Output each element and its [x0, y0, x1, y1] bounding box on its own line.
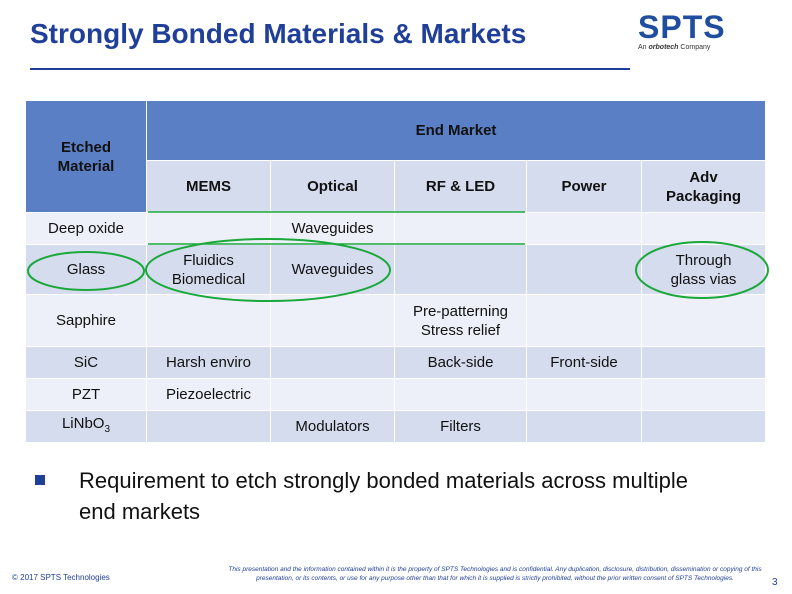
table-cell [270, 378, 395, 411]
table-row: Sapphire Pre-patterning Stress relief [25, 294, 766, 347]
table-cell: Pre-patterning Stress relief [394, 294, 527, 347]
footer-disclaimer: This presentation and the information co… [228, 566, 762, 582]
table-cell [526, 294, 642, 347]
table-cell [270, 294, 395, 347]
footer-copyright: © 2017 SPTS Technologies [12, 573, 110, 582]
table-cell: Piezoelectric [146, 378, 271, 411]
column-header-mems: MEMS [146, 160, 271, 213]
table-cell [641, 294, 766, 347]
table-cell [526, 212, 642, 245]
bullet-text: Requirement to etch strongly bonded mate… [79, 468, 688, 524]
table-cell [641, 212, 766, 245]
table-cell [526, 378, 642, 411]
etched-material-header: Etched Material [25, 100, 147, 213]
logo-brand: SPTS [638, 9, 726, 45]
title-divider [30, 68, 630, 70]
table-cell: Harsh enviro [146, 346, 271, 379]
column-header-optical: Optical [270, 160, 395, 213]
row-material: LiNbO3 [25, 410, 147, 443]
spts-logo: SPTS An orbotech Company [628, 10, 768, 60]
table-cell [394, 378, 527, 411]
table-cell [641, 410, 766, 443]
table-row: LiNbO3 Modulators Filters [25, 410, 766, 443]
table-cell [146, 294, 271, 347]
table-cell [526, 244, 642, 295]
logo-tagline: An orbotech Company [638, 44, 710, 51]
row-material: Sapphire [25, 294, 147, 347]
logo-tagline-suffix: Company [680, 44, 711, 51]
table-cell: Filters [394, 410, 527, 443]
table-cell [526, 410, 642, 443]
end-market-header: End Market [146, 100, 766, 161]
row-material: PZT [25, 378, 147, 411]
table-row: PZT Piezoelectric [25, 378, 766, 411]
material-name-base: LiNbO [61, 415, 105, 432]
table-cell: Through glass vias [641, 244, 766, 295]
square-bullet-icon [35, 475, 45, 485]
page-number: 3 [772, 577, 778, 588]
table-cell: Fluidics Biomedical [146, 244, 271, 295]
table-cell: Back-side [394, 346, 527, 379]
table-cell [146, 212, 271, 245]
table-cell [394, 212, 527, 245]
row-material: Glass [25, 244, 147, 295]
table-cell: Waveguides [270, 212, 395, 245]
table-row: Deep oxide Waveguides [25, 212, 766, 245]
column-header-rf-led: RF & LED [394, 160, 527, 213]
table-cell [270, 346, 395, 379]
table-cell [146, 410, 271, 443]
row-material: SiC [25, 346, 147, 379]
table-cell [394, 244, 527, 295]
table-row: Glass Fluidics Biomedical Waveguides Thr… [25, 244, 766, 295]
table-row: SiC Harsh enviro Back-side Front-side [25, 346, 766, 379]
table-cell: Front-side [526, 346, 642, 379]
slide-title: Strongly Bonded Materials & Markets [30, 18, 527, 49]
table-cell [641, 378, 766, 411]
table-cell: Waveguides [270, 244, 395, 295]
row-material: Deep oxide [25, 212, 147, 245]
column-header-power: Power [526, 160, 642, 213]
materials-markets-table: Etched Material End Market MEMS Optical … [25, 100, 766, 443]
table-cell: Modulators [270, 410, 395, 443]
column-header-adv-packaging: Adv Packaging [641, 160, 766, 213]
table-cell [641, 346, 766, 379]
logo-tagline-prefix: An [638, 44, 647, 51]
logo-tagline-company: orbotech [648, 44, 679, 51]
material-name-subscript: 3 [104, 424, 111, 435]
